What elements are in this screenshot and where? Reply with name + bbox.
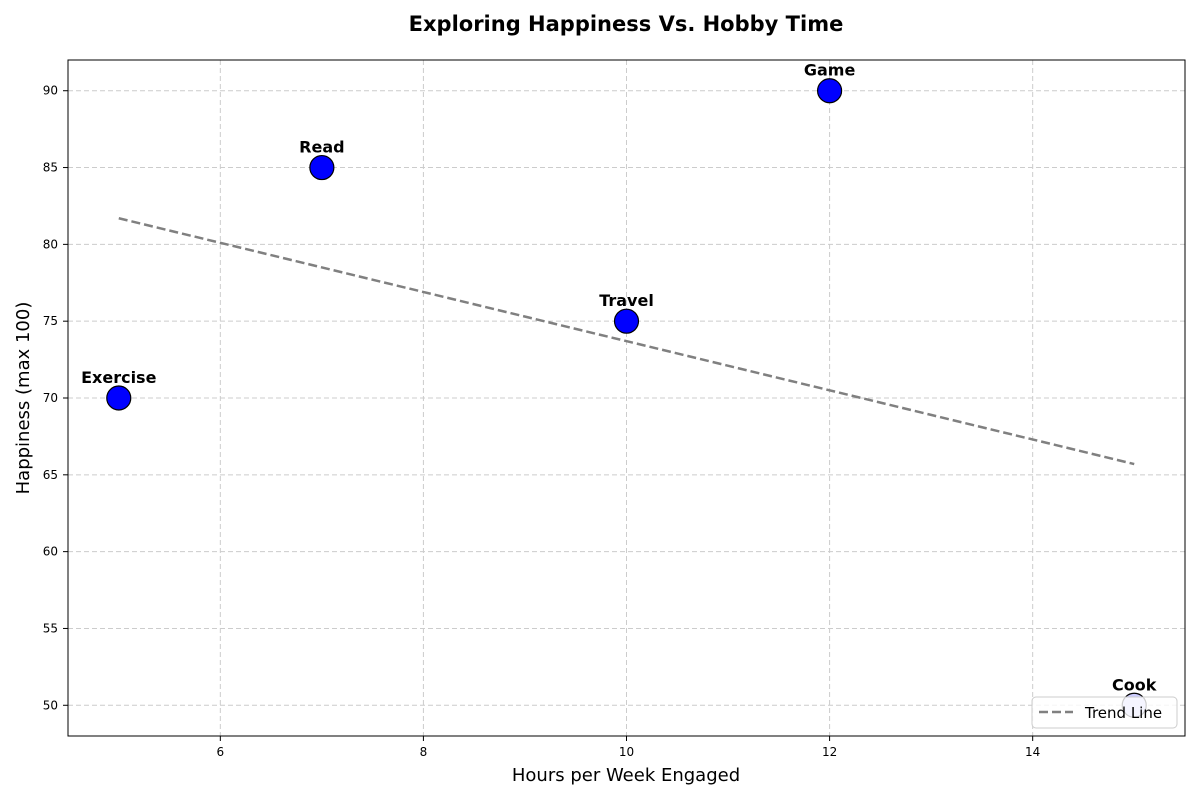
point-label: Travel bbox=[599, 291, 654, 310]
x-tick-label: 8 bbox=[420, 745, 428, 759]
y-tick-label: 75 bbox=[43, 314, 58, 328]
data-point bbox=[106, 385, 132, 411]
grid-lines bbox=[68, 60, 1185, 736]
y-axis-label: Happiness (max 100) bbox=[13, 302, 34, 495]
trend-line bbox=[118, 217, 1135, 466]
point-label: Read bbox=[299, 138, 344, 157]
y-tick-label: 80 bbox=[43, 237, 58, 251]
x-axis-ticks: 6 8 10 12 14 bbox=[216, 736, 1040, 759]
legend-box bbox=[1031, 696, 1178, 729]
point-label: Cook bbox=[1112, 675, 1157, 694]
trend-line-group bbox=[118, 217, 1135, 466]
x-tick-label: 14 bbox=[1025, 745, 1040, 759]
point-labels: Exercise Read Travel Game Cook bbox=[81, 61, 1157, 695]
legend: Trend Line bbox=[1031, 696, 1178, 729]
x-tick-label: 12 bbox=[822, 745, 837, 759]
point-label: Exercise bbox=[81, 368, 156, 387]
y-tick-label: 55 bbox=[43, 621, 58, 635]
y-axis-ticks: 50 55 60 65 70 75 80 85 90 bbox=[43, 84, 68, 712]
y-tick-label: 85 bbox=[43, 161, 58, 175]
x-tick-label: 6 bbox=[216, 745, 224, 759]
data-point bbox=[309, 154, 335, 181]
y-tick-label: 70 bbox=[43, 391, 58, 405]
legend-label: Trend Line bbox=[1084, 704, 1162, 722]
y-tick-label: 65 bbox=[43, 468, 58, 482]
y-tick-label: 90 bbox=[43, 84, 58, 98]
x-axis-label: Hours per Week Engaged bbox=[512, 765, 740, 786]
data-point bbox=[816, 78, 843, 104]
data-point bbox=[613, 308, 640, 334]
point-label: Game bbox=[804, 61, 856, 80]
y-tick-label: 60 bbox=[43, 545, 58, 559]
chart-title: Exploring Happiness Vs. Hobby Time bbox=[409, 12, 844, 36]
y-tick-label: 50 bbox=[43, 698, 58, 712]
x-tick-label: 10 bbox=[619, 745, 634, 759]
